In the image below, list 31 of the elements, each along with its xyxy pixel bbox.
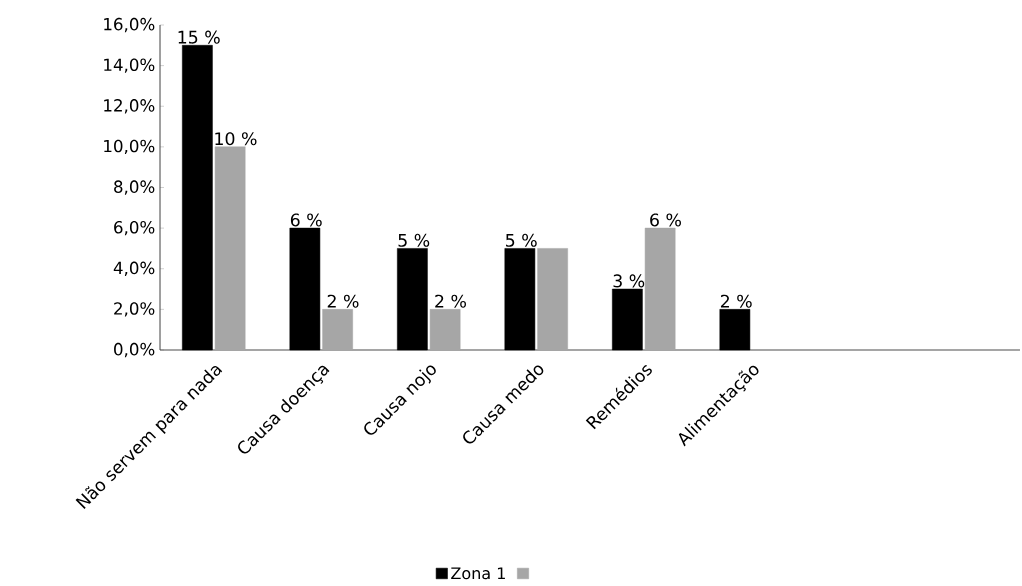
data-label: 2 % [435, 294, 466, 308]
bar [719, 309, 751, 351]
y-tick-label: 10,0% [104, 139, 155, 155]
bar [612, 288, 643, 351]
bar [397, 248, 428, 351]
bar [644, 227, 676, 351]
data-label: 6 % [650, 213, 681, 227]
bar [429, 309, 461, 351]
data-label: 2 % [327, 294, 359, 308]
y-tick-label: 14,0% [104, 58, 155, 73]
legend-label: Zona 1 [451, 567, 505, 580]
data-label: 6 % [290, 213, 322, 227]
data-label: 2 % [720, 294, 752, 308]
bar [182, 45, 213, 351]
y-tick-label: 12,0% [104, 99, 155, 114]
y-tick-label: 8,0% [114, 180, 155, 195]
bar [289, 227, 321, 351]
data-label: 5 % [506, 233, 537, 247]
data-label: 15 % [178, 30, 220, 44]
y-tick-label: 0,0% [114, 342, 155, 358]
bar [504, 248, 536, 351]
y-tick-label: 4,0% [113, 261, 155, 276]
data-label: 5 % [398, 233, 430, 247]
data-label: 10 % [215, 132, 257, 146]
bar [322, 309, 353, 351]
y-tick-label: 6,0% [114, 220, 155, 236]
bar [214, 146, 246, 351]
y-tick-label: 16,0% [104, 17, 155, 33]
bar [537, 248, 568, 351]
y-tick-label: 2,0% [114, 302, 155, 317]
data-label: 3 % [613, 274, 645, 288]
